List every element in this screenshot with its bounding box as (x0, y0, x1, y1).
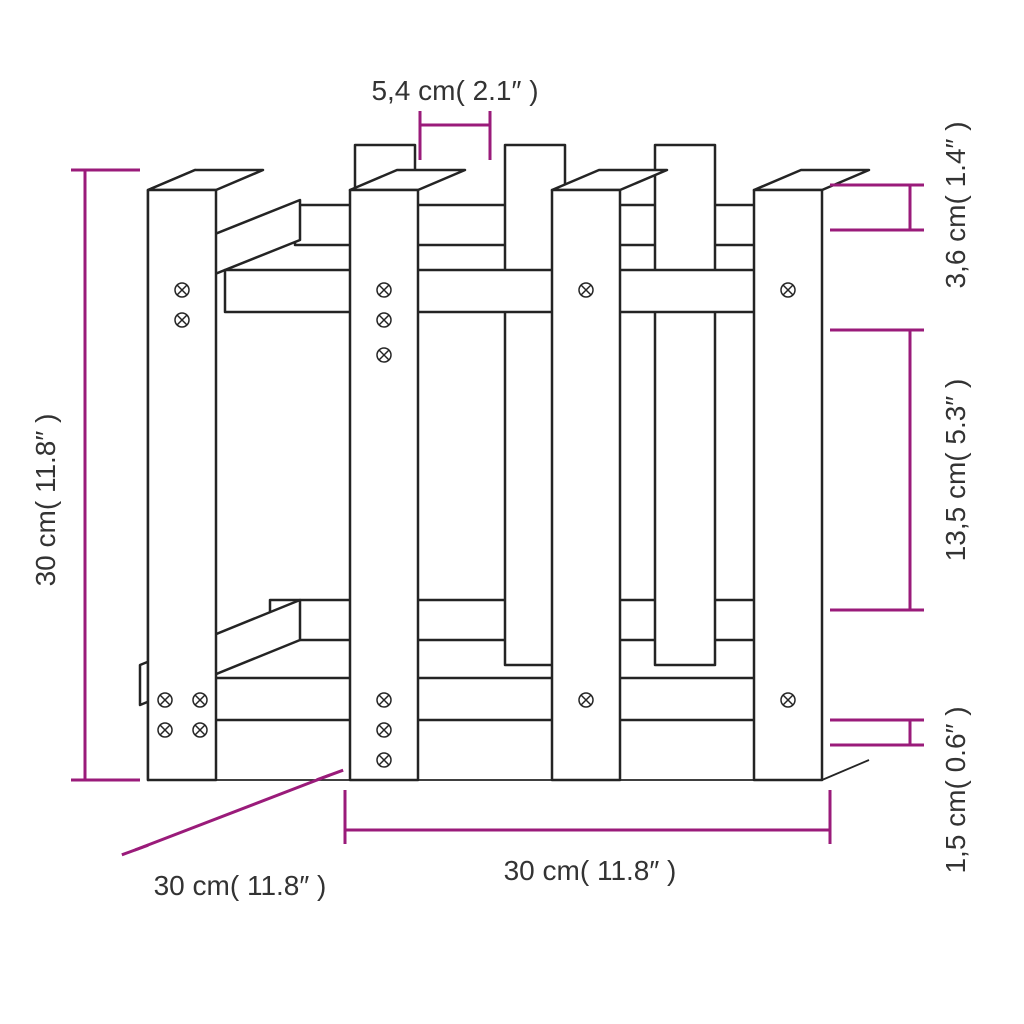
dim-bottom-rail-label: 1,5 cm( 0.6″ ) (940, 706, 971, 873)
dim-width-label: 30 cm( 11.8″ ) (504, 855, 677, 886)
dim-mid-gap-label: 13,5 cm( 5.3″ ) (940, 379, 971, 562)
dim-depth-label: 30 cm( 11.8″ ) (154, 870, 327, 901)
dim-slat-width-label: 5,4 cm( 2.1″ ) (371, 75, 538, 106)
dim-height-label: 30 cm( 11.8″ ) (30, 414, 61, 587)
dim-top-rail-label: 3,6 cm( 1.4″ ) (940, 121, 971, 288)
